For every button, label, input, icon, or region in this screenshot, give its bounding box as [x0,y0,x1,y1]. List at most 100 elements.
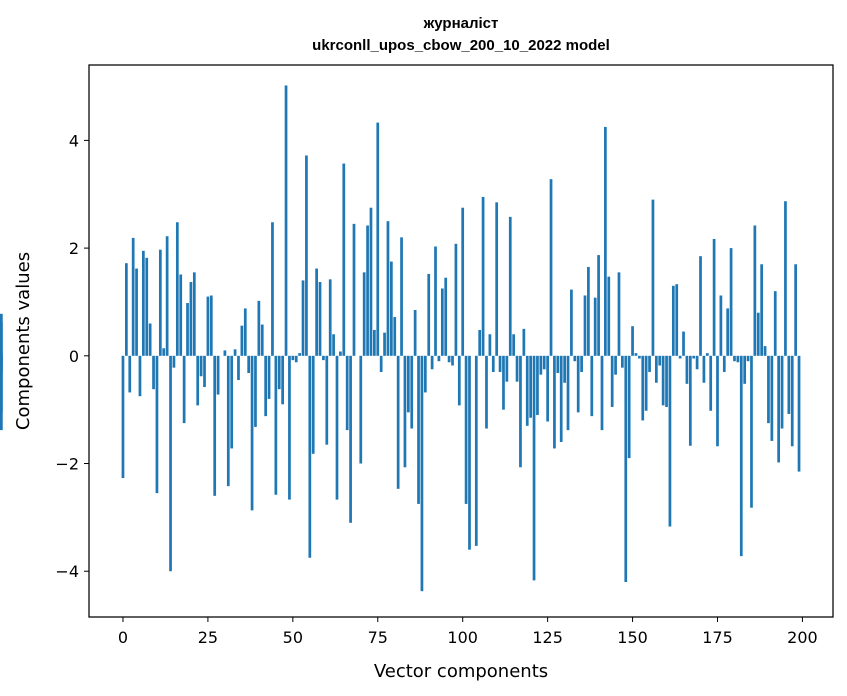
bar [539,355,543,375]
chart-title: журналіст [423,15,499,32]
bar [155,355,159,494]
bar [203,355,206,388]
bar [770,355,774,441]
bar [213,355,217,496]
y-tick-label: 0 [69,347,79,366]
bar [750,355,753,508]
bar [536,355,539,416]
bar [277,355,281,390]
bar [529,355,532,418]
bar [580,355,583,372]
bar [301,280,305,356]
bar [790,355,794,447]
bar [396,355,400,489]
x-axis-ticks: 0 25 50 75 100 125 150 175 200 [118,617,818,647]
bar [311,355,315,454]
bar [474,355,478,546]
bar [318,282,322,356]
bar [461,207,465,356]
bar [590,355,594,417]
bar [423,355,427,393]
bar [379,355,383,372]
bar [410,355,414,429]
bar [386,221,390,356]
bar [233,349,237,356]
bar [196,355,200,406]
bar [648,355,651,372]
bar [226,355,230,487]
bar [682,331,685,356]
x-tick-label: 25 [198,628,218,647]
bar [794,264,797,356]
bar [709,355,713,411]
y-tick-label: −2 [55,455,79,474]
bar [175,222,179,356]
bar [610,355,614,407]
bar [685,355,689,384]
bar [699,256,702,356]
bar [658,355,662,366]
bar [644,355,648,411]
bar [485,355,488,429]
bar [716,355,719,447]
bar [780,355,784,429]
bar [587,266,590,356]
x-tick-label: 125 [532,628,563,647]
bar [257,300,261,356]
x-tick-label: 150 [617,628,648,647]
bar [223,350,227,356]
bar [359,355,363,464]
bar [254,355,257,427]
bar [128,355,132,393]
bar [604,126,607,356]
bar [271,222,274,356]
bar [519,355,522,468]
bar [454,243,458,356]
bar [345,355,349,431]
bar [627,355,631,459]
bar [328,279,332,356]
bar [508,216,512,356]
bar [230,355,234,449]
bar [373,329,376,356]
bar [0,353,3,356]
bar [787,355,791,414]
bar [400,237,403,356]
bar [491,355,495,372]
bar [291,355,295,361]
bar [315,268,318,356]
bar [264,355,268,417]
bar [199,355,203,377]
bar [444,277,448,356]
bar [638,355,641,359]
y-tick-label: −4 [55,562,79,581]
bar [675,284,679,356]
bar [549,179,553,356]
bar [158,249,162,356]
bar [135,268,138,356]
bar [322,355,325,361]
bar [597,255,600,356]
bar [403,355,407,468]
bar [298,353,301,356]
bar [688,355,692,446]
bar [288,355,291,500]
bar [145,257,149,356]
y-axis-ticks: −4 −2 0 2 4 [55,131,89,581]
bar [325,355,329,445]
bar [165,236,169,356]
bar [131,237,135,356]
bar [339,351,342,356]
bar [430,355,434,370]
bar [553,355,556,449]
bar [726,308,730,356]
bar [573,355,577,362]
bar [756,312,760,356]
bar [712,238,716,356]
bar [671,285,675,356]
bar [417,355,420,504]
bar [661,355,665,406]
bar [505,355,509,382]
bar [383,332,386,356]
